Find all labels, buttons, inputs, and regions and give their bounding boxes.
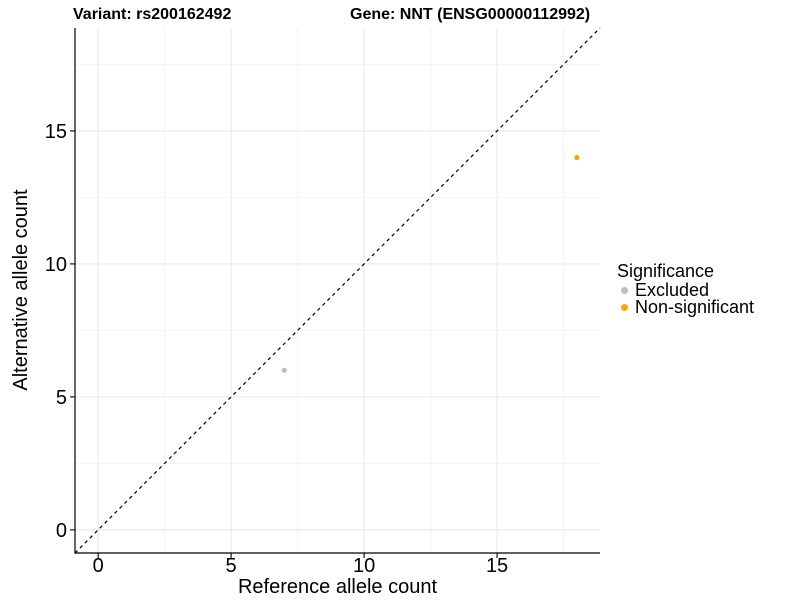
x-axis-title: Reference allele count xyxy=(237,576,437,598)
data-point-non-significant xyxy=(574,154,580,161)
identity-line xyxy=(74,27,601,554)
x-tick-label: 10 xyxy=(353,555,375,577)
y-tick-label: 10 xyxy=(45,254,67,276)
legend-item-non-significant: Non-significant xyxy=(617,297,755,317)
data-point-excluded xyxy=(281,367,287,373)
x-tick-label: 15 xyxy=(486,555,508,577)
legend-items: Excluded Non-significant xyxy=(617,280,755,317)
x-tick-label: 0 xyxy=(93,555,104,577)
legend-key-dot xyxy=(621,304,628,311)
legend-item-label: Non-significant xyxy=(635,297,755,317)
plot-title-variant: Variant: rs200162492 xyxy=(73,6,232,23)
legend-title: Significance xyxy=(617,261,715,281)
plot-title-gene: Gene: NNT (ENSG00000112992) xyxy=(350,6,591,23)
legend-item-label: Excluded xyxy=(635,280,710,300)
x-tick-label: 5 xyxy=(226,555,237,577)
y-tick-label: 0 xyxy=(56,520,67,542)
legend: Significance Excluded Non-significant xyxy=(617,261,755,317)
legend-key-dot xyxy=(621,287,628,294)
y-tick-label: 5 xyxy=(56,387,67,409)
y-axis-title: Alternative allele count xyxy=(10,189,32,391)
legend-item-excluded: Excluded xyxy=(617,280,754,300)
y-tick-label: 15 xyxy=(45,121,67,143)
